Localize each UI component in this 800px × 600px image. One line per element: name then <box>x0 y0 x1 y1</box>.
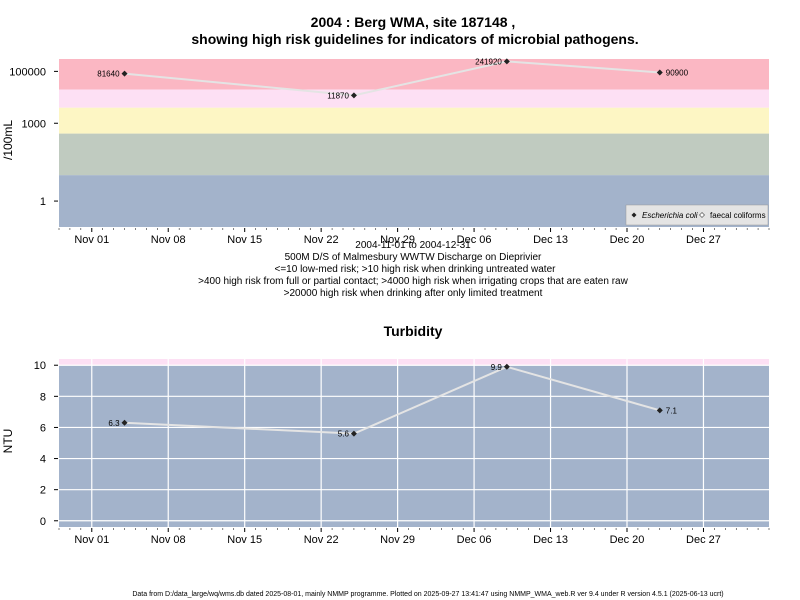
x-tick-label: Nov 29 <box>380 534 415 546</box>
note-risk-1: <=10 low-med risk; >10 high risk when dr… <box>275 264 557 275</box>
x-tick-label: Nov 01 <box>74 534 109 546</box>
x-tick-label: Nov 15 <box>227 534 262 546</box>
x-tick-label: Dec 27 <box>686 534 721 546</box>
data-label: 81640 <box>97 70 120 79</box>
top-ecoli-series: 81640 11870 241920 90900 <box>97 57 688 100</box>
y-tick-label: 100000 <box>9 66 46 78</box>
legend-ecoli-label: Escherichia coli <box>642 211 698 220</box>
turbidity-series: 6.3 5.6 9.9 7.1 <box>108 363 677 439</box>
y-tick-label: 1000 <box>22 118 46 130</box>
y-tick-label: 0 <box>40 516 46 528</box>
legend-box <box>625 204 769 226</box>
data-label: 6.3 <box>108 419 120 428</box>
data-label: 90900 <box>666 68 689 77</box>
bottom-axes: Nov 01 Nov 08 Nov 15 Nov 22 Nov 29 Dec 06 Dec … <box>34 360 770 546</box>
note-risk-3: >20000 high risk when drinking after onl… <box>284 288 543 299</box>
top-notes: 2004-11-01 to 2004-12-31 500M D/S of Mal… <box>198 240 628 299</box>
legend-faecal-label: faecal coliforms <box>710 211 766 220</box>
x-tick-label: Nov 22 <box>304 234 339 246</box>
risk-band-1 <box>59 133 769 176</box>
y-tick-label: 8 <box>40 391 46 403</box>
series-line <box>124 365 661 435</box>
x-tick-label: Dec 06 <box>457 534 492 546</box>
y-tick-label: 1 <box>40 196 46 208</box>
top-y-axis-label: /100mL <box>1 120 15 160</box>
risk-band-0 <box>59 365 769 527</box>
x-tick-label: Dec 13 <box>533 234 568 246</box>
x-tick-label: Dec 20 <box>610 534 645 546</box>
y-tick-label: 10 <box>34 360 46 372</box>
data-point <box>350 92 357 99</box>
turbidity-title: Turbidity <box>384 323 443 339</box>
chart-title: 2004 : Berg WMA, site 187148 , <box>311 14 516 30</box>
data-label: 241920 <box>475 57 502 66</box>
data-point <box>121 70 128 77</box>
x-tick-label: Dec 06 <box>457 234 492 246</box>
x-tick-label: Dec 13 <box>533 534 568 546</box>
data-point <box>656 69 663 76</box>
legend-faecal-marker <box>699 212 705 218</box>
x-tick-label: Nov 29 <box>380 234 415 246</box>
bottom-bands <box>59 359 769 527</box>
x-tick-label: Nov 01 <box>74 234 109 246</box>
x-tick-label: Nov 15 <box>227 234 262 246</box>
x-tick-label: Dec 27 <box>686 234 721 246</box>
data-label: 7.1 <box>666 406 678 415</box>
data-point <box>656 407 663 414</box>
x-tick-label: Nov 08 <box>151 234 186 246</box>
bottom-y-axis-label: NTU <box>1 429 15 454</box>
note-site: 500M D/S of Malmesbury WWTW Discharge on… <box>285 252 542 263</box>
series-line <box>124 60 660 97</box>
risk-band-1 <box>59 359 769 366</box>
data-point <box>503 58 510 65</box>
data-point <box>350 430 357 437</box>
risk-band-4 <box>59 59 769 90</box>
x-tick-label: Nov 22 <box>304 534 339 546</box>
data-point <box>503 363 510 370</box>
note-date-range: 2004-11-01 to 2004-12-31 <box>355 240 471 251</box>
top-risk-bands <box>59 59 769 227</box>
risk-band-2 <box>59 107 769 134</box>
x-tick-label: Dec 20 <box>610 234 645 246</box>
risk-band-3 <box>59 89 769 108</box>
top-axes: Nov 01 Nov 08 Nov 15 Nov 22 Nov 29 Dec 06 Dec … <box>9 66 770 246</box>
y-tick-label: 4 <box>40 454 46 466</box>
x-tick-label: Nov 08 <box>151 534 186 546</box>
data-point <box>121 419 128 426</box>
y-tick-label: 2 <box>40 485 46 497</box>
data-label: 11870 <box>327 91 349 100</box>
note-risk-2: >400 high risk from full or partial cont… <box>198 276 628 287</box>
data-label: 9.9 <box>491 363 503 372</box>
chart-subtitle: showing high risk guidelines for indicat… <box>191 31 638 47</box>
data-label: 5.6 <box>338 430 350 439</box>
top-legend: Escherichia coli faecal coliforms <box>625 204 769 226</box>
footer-note: Data from D:/data_large/wq/wms.db dated … <box>132 591 723 598</box>
y-tick-label: 6 <box>40 422 46 434</box>
legend-ecoli-marker <box>631 212 637 218</box>
